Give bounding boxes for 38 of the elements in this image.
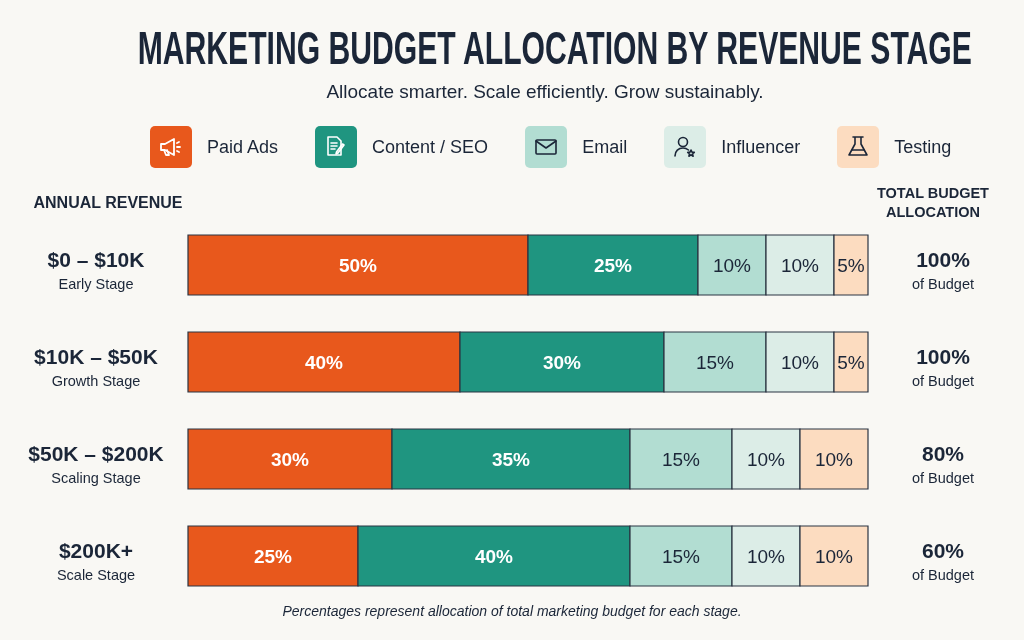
data-label: 30% bbox=[270, 448, 310, 470]
legend-label: Influencer bbox=[721, 136, 801, 157]
data-label: 50% bbox=[338, 254, 378, 276]
y-tick-label: $0 – $10K Early Stage bbox=[47, 247, 145, 292]
text: TOTAL BUDGET ALLOCATION bbox=[877, 185, 989, 220]
legend-label: Content / SEO bbox=[372, 136, 489, 157]
data-label: 10% bbox=[746, 545, 786, 567]
data-label: 25% bbox=[593, 254, 633, 276]
y-axis-title: ANNUAL REVENUE bbox=[33, 194, 183, 211]
data-label: 10% bbox=[814, 448, 854, 470]
data-label: 40% bbox=[474, 545, 514, 567]
text: 80% of Budget bbox=[911, 441, 975, 486]
data-label: 15% bbox=[661, 545, 701, 567]
text: 100% of Budget bbox=[911, 344, 975, 389]
data-label: 35% bbox=[491, 448, 531, 470]
data-label: 15% bbox=[695, 351, 735, 373]
data-label: 5% bbox=[837, 351, 865, 373]
y-tick-label: $50K – $200K Scaling Stage bbox=[28, 441, 164, 486]
data-label: 10% bbox=[746, 448, 786, 470]
text: 60% of Budget bbox=[911, 538, 975, 583]
legend-label: Email bbox=[582, 136, 628, 157]
data-label: 10% bbox=[780, 254, 820, 276]
text: 100% of Budget bbox=[911, 247, 975, 292]
data-label: 5% bbox=[837, 254, 865, 276]
legend-label: Paid Ads bbox=[207, 136, 279, 157]
legend-label: Testing bbox=[894, 136, 952, 157]
data-label: 10% bbox=[780, 351, 820, 373]
y-tick-label: $200K+ Scale Stage bbox=[56, 538, 136, 583]
data-label: 30% bbox=[542, 351, 582, 373]
annotation: Percentages represent allocation of total marketing budget for each stage. bbox=[282, 603, 742, 619]
data-label: 15% bbox=[661, 448, 701, 470]
data-label: 40% bbox=[304, 351, 344, 373]
data-label: 10% bbox=[712, 254, 752, 276]
chart-subtitle: Allocate smarter. Scale efficiently. Grow sustainably. bbox=[326, 81, 764, 102]
chart-title: MARKETING BUDGET ALLOCATION BY REVENUE STAGE bbox=[137, 22, 973, 74]
y-tick-label: $10K – $50K Growth Stage bbox=[34, 344, 158, 389]
data-label: 10% bbox=[814, 545, 854, 567]
data-label: 25% bbox=[253, 545, 293, 567]
